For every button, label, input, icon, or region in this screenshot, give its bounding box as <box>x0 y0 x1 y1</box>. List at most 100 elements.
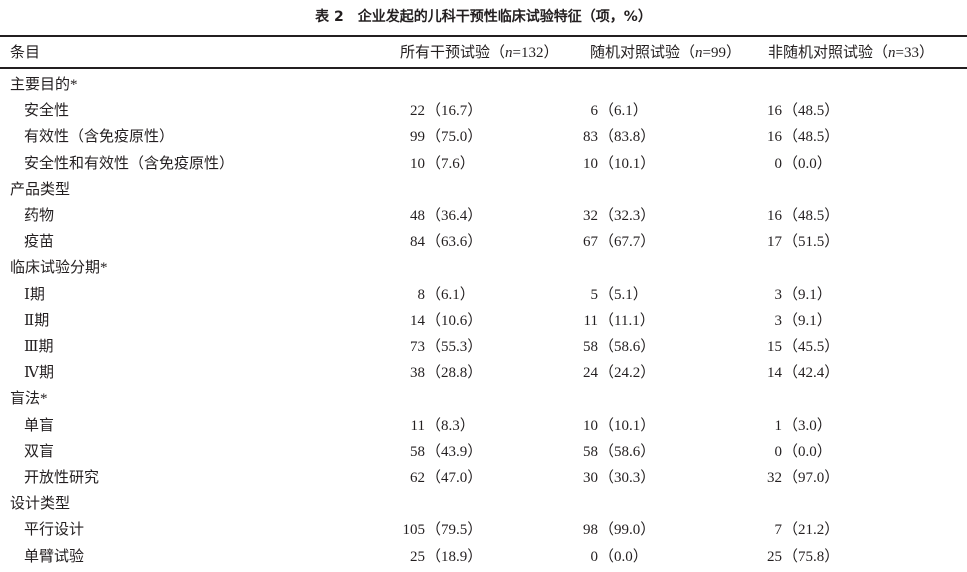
table-cell: 62（47.0） <box>395 467 482 489</box>
cell-count: 11 <box>410 417 425 434</box>
cell-percent: （18.9） <box>426 548 483 565</box>
group-label: 主要目的* <box>10 77 78 93</box>
cell-count: 5 <box>590 286 599 303</box>
header-text: 随机对照试验（ <box>590 45 696 61</box>
table-row: 药物 48（36.4） 32（32.3） 16（48.5） <box>0 205 967 227</box>
cell-percent: （99.0） <box>599 522 656 539</box>
row-label: 平行设计 <box>24 522 85 539</box>
table-cell: 25（75.8） <box>752 546 839 568</box>
cell-count: 0 <box>774 155 783 172</box>
row-label: 单盲 <box>24 417 55 434</box>
table-cell: 105（79.5） <box>395 519 483 541</box>
cell-percent: （30.3） <box>599 470 656 486</box>
table-row: Ⅲ期 73（55.3） 58（58.6） 15（45.5） <box>0 336 967 358</box>
cell-percent: （45.5） <box>783 339 840 355</box>
table-cell: 16（48.5） <box>752 100 839 122</box>
cell-count: 32 <box>583 208 598 224</box>
top-rule <box>0 35 967 37</box>
cell-percent: （83.8） <box>599 129 656 146</box>
table-group-row: 临床试验分期* <box>0 257 967 279</box>
row-label: 药物 <box>24 208 55 224</box>
cell-count: 7 <box>774 522 783 539</box>
cell-percent: （10.6） <box>426 312 483 329</box>
cell-percent: （9.1） <box>783 312 832 329</box>
cell-count: 22 <box>410 103 425 120</box>
table-cell: 25（18.9） <box>395 546 482 568</box>
cell-percent: （58.6） <box>599 339 656 355</box>
table-cell: 99（75.0） <box>395 126 482 148</box>
header-item: 条目 <box>10 45 41 61</box>
row-label: 单臂试验 <box>24 548 85 565</box>
cell-count: 1 <box>774 417 783 434</box>
header-non-rct: 非随机对照试验（n=33） <box>768 42 934 64</box>
header-text: 非随机对照试验（ <box>768 45 889 61</box>
cell-percent: （97.0） <box>783 470 840 486</box>
table-title: 表 2 企业发起的儿科干预性临床试验特征（项，%） <box>315 9 652 25</box>
table-row: 单盲 11（8.3） 10（10.1） 1（3.0） <box>0 415 967 437</box>
cell-percent: （48.5） <box>783 208 840 224</box>
header-all-trials: 所有干预试验（n=132） <box>400 42 558 64</box>
table-row: Ⅰ期 8（6.1） 5（5.1） 3（9.1） <box>0 284 967 306</box>
table-cell: 10（10.1） <box>568 153 655 175</box>
table-row: Ⅱ期 14（10.6） 11（11.1） 3（9.1） <box>0 310 967 332</box>
row-label: Ⅲ期 <box>24 339 54 355</box>
cell-percent: （67.7） <box>599 234 656 251</box>
cell-count: 16 <box>767 103 782 120</box>
cell-percent: （28.8） <box>426 365 483 382</box>
row-label: 安全性和有效性（含免疫原性） <box>24 155 235 172</box>
cell-percent: （6.1） <box>426 286 475 303</box>
table-cell: 48（36.4） <box>395 205 482 227</box>
header-text: =132） <box>512 45 559 61</box>
table-row: 安全性 22（16.7） 6（6.1） 16（48.5） <box>0 100 967 122</box>
cell-count: 3 <box>774 286 783 303</box>
cell-count: 15 <box>767 339 782 355</box>
cell-percent: （5.1） <box>599 286 648 303</box>
cell-percent: （63.6） <box>426 234 483 251</box>
header-rct: 随机对照试验（n=99） <box>590 42 741 64</box>
cell-percent: （10.1） <box>599 155 656 172</box>
cell-count: 58 <box>583 443 598 460</box>
cell-count: 0 <box>774 443 783 460</box>
cell-percent: （21.2） <box>783 522 840 539</box>
cell-count: 10 <box>410 155 425 172</box>
row-label: Ⅱ期 <box>24 312 50 329</box>
header-text: =33） <box>895 45 934 61</box>
cell-count: 8 <box>417 286 426 303</box>
cell-percent: （0.0） <box>783 155 832 172</box>
cell-count: 62 <box>410 470 425 486</box>
table-cell: 38（28.8） <box>395 362 482 384</box>
cell-count: 99 <box>410 129 425 146</box>
cell-percent: （0.0） <box>599 548 648 565</box>
cell-percent: （51.5） <box>783 234 840 251</box>
row-label: Ⅳ期 <box>24 365 54 382</box>
cell-percent: （79.5） <box>426 522 483 539</box>
cell-count: 11 <box>583 312 598 329</box>
table-cell: 58（58.6） <box>568 336 655 358</box>
table-cell: 58（43.9） <box>395 441 482 463</box>
cell-percent: （48.5） <box>783 129 840 146</box>
cell-count: 83 <box>583 129 598 146</box>
cell-percent: （11.1） <box>599 312 655 329</box>
cell-percent: （55.3） <box>426 339 483 355</box>
cell-count: 30 <box>583 470 598 486</box>
cell-percent: （24.2） <box>599 365 656 382</box>
table-cell: 84（63.6） <box>395 231 482 253</box>
table-cell: 58（58.6） <box>568 441 655 463</box>
cell-percent: （75.8） <box>783 548 840 565</box>
table-cell: 11（8.3） <box>395 415 475 437</box>
table-cell: 10（10.1） <box>568 415 655 437</box>
header-n: n <box>505 45 513 61</box>
cell-percent: （6.1） <box>599 103 648 120</box>
table-cell: 10（7.6） <box>395 153 475 175</box>
table-cell: 1（3.0） <box>752 415 832 437</box>
table-group-row: 盲法* <box>0 388 967 410</box>
cell-count: 24 <box>583 365 598 382</box>
table-cell: 6（6.1） <box>568 100 648 122</box>
cell-percent: （9.1） <box>783 286 832 303</box>
table-row: 疫苗 84（63.6） 67（67.7） 17（51.5） <box>0 231 967 253</box>
row-label: 安全性 <box>24 103 70 120</box>
table-cell: 14（10.6） <box>395 310 482 332</box>
table-cell: 98（99.0） <box>568 519 655 541</box>
cell-count: 17 <box>767 234 782 251</box>
table-group-row: 设计类型 <box>0 493 967 515</box>
